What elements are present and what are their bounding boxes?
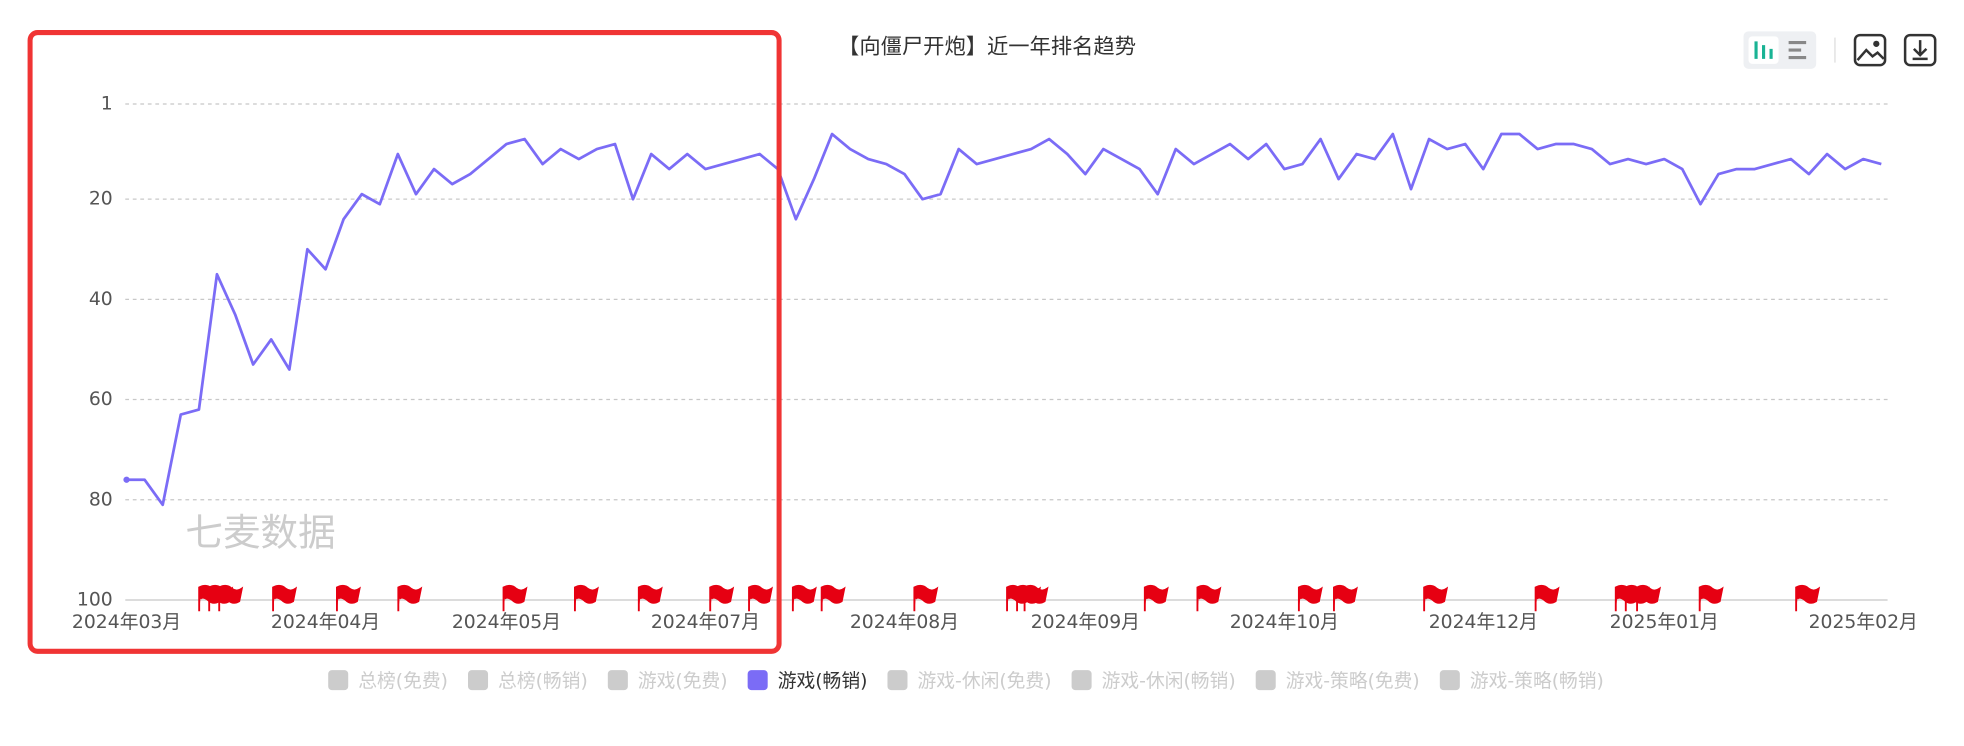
legend-label: 总榜(免费)	[358, 670, 448, 692]
event-flag	[1297, 584, 1323, 612]
event-flag	[791, 584, 817, 612]
legend-swatch	[1071, 670, 1092, 691]
legend-label: 游戏-策略(畅销)	[1470, 670, 1604, 692]
chart-title: 【向僵尸开炮】近一年排名趋势	[838, 35, 1136, 60]
event-flag	[709, 584, 735, 612]
event-flag	[502, 584, 528, 612]
event-flag	[397, 584, 423, 612]
x-tick-label: 2024年05月	[452, 611, 561, 633]
x-tick-label: 2024年04月	[271, 611, 380, 633]
legend-item[interactable]: 游戏-策略(畅销)	[1439, 670, 1604, 692]
start-point	[123, 476, 130, 483]
x-tick-label: 2024年09月	[1031, 611, 1140, 633]
toolbar	[1743, 31, 1937, 69]
y-tick-label: 100	[77, 589, 113, 610]
event-flag	[748, 584, 773, 612]
legend-label: 总榜(畅销)	[498, 670, 588, 692]
y-tick-label: 20	[89, 189, 113, 210]
event-flag	[1795, 584, 1821, 612]
legend-item[interactable]: 游戏(免费)	[607, 670, 728, 692]
export-button[interactable]	[1903, 33, 1937, 67]
x-tick-label: 2024年10月	[1230, 611, 1339, 633]
legend-item[interactable]: 总榜(畅销)	[468, 670, 588, 692]
legend-label: 游戏-策略(免费)	[1286, 670, 1420, 692]
x-tick-label: 2024年07月	[651, 611, 760, 633]
event-flag	[1196, 584, 1222, 612]
event-flag	[1333, 584, 1358, 612]
legend-swatch	[1255, 670, 1276, 691]
y-tick-label: 1	[101, 93, 113, 114]
x-tick-label: 2024年08月	[850, 611, 959, 633]
x-tick-label: 2025年01月	[1610, 611, 1719, 633]
watermark: 七麦数据	[185, 510, 335, 554]
legend-label: 游戏-休闲(畅销)	[1102, 670, 1236, 692]
event-flag	[637, 584, 663, 612]
event-flag	[336, 584, 361, 612]
y-tick-label: 40	[89, 289, 113, 310]
legend-item[interactable]: 游戏(畅销)	[747, 670, 868, 692]
event-flag	[573, 584, 599, 612]
event-flag	[1534, 584, 1560, 612]
event-flag	[1423, 584, 1449, 612]
event-flag	[1636, 584, 1662, 612]
image-icon-dot	[1873, 40, 1880, 47]
x-tick-label: 2025年02月	[1809, 611, 1918, 633]
highlight-box	[27, 30, 782, 654]
y-tick-label: 60	[89, 389, 113, 410]
list-view-icon[interactable]	[1788, 41, 1807, 60]
image-download-button[interactable]	[1853, 33, 1887, 67]
x-tick-label: 2024年12月	[1429, 611, 1538, 633]
event-flag	[1143, 584, 1169, 612]
event-flag	[1698, 584, 1724, 612]
legend-item[interactable]: 游戏-休闲(畅销)	[1071, 670, 1236, 692]
y-tick-label: 80	[89, 489, 113, 510]
legend-item[interactable]: 游戏-策略(免费)	[1255, 670, 1420, 692]
export-icon	[1912, 40, 1928, 61]
legend-swatch	[328, 670, 349, 691]
image-icon	[1856, 48, 1885, 61]
legend-swatch	[607, 670, 628, 691]
legend-swatch	[1439, 670, 1460, 691]
event-flag	[272, 584, 298, 612]
legend-swatch	[747, 670, 768, 691]
legend-item[interactable]: 总榜(免费)	[328, 670, 448, 692]
legend-swatch	[468, 670, 489, 691]
x-tick-label: 2024年03月	[72, 611, 181, 633]
legend-label: 游戏(免费)	[638, 670, 728, 692]
event-flag	[820, 584, 846, 612]
legend-item[interactable]: 游戏-休闲(免费)	[887, 670, 1052, 692]
event-flag	[913, 584, 939, 612]
event-flag	[1023, 584, 1049, 612]
legend-swatch	[887, 670, 908, 691]
legend-label: 游戏(畅销)	[778, 670, 868, 692]
bar-view-icon	[1754, 41, 1773, 59]
event-flag	[218, 584, 244, 612]
rank-line	[126, 132, 1882, 507]
legend-label: 游戏-休闲(免费)	[918, 670, 1052, 692]
